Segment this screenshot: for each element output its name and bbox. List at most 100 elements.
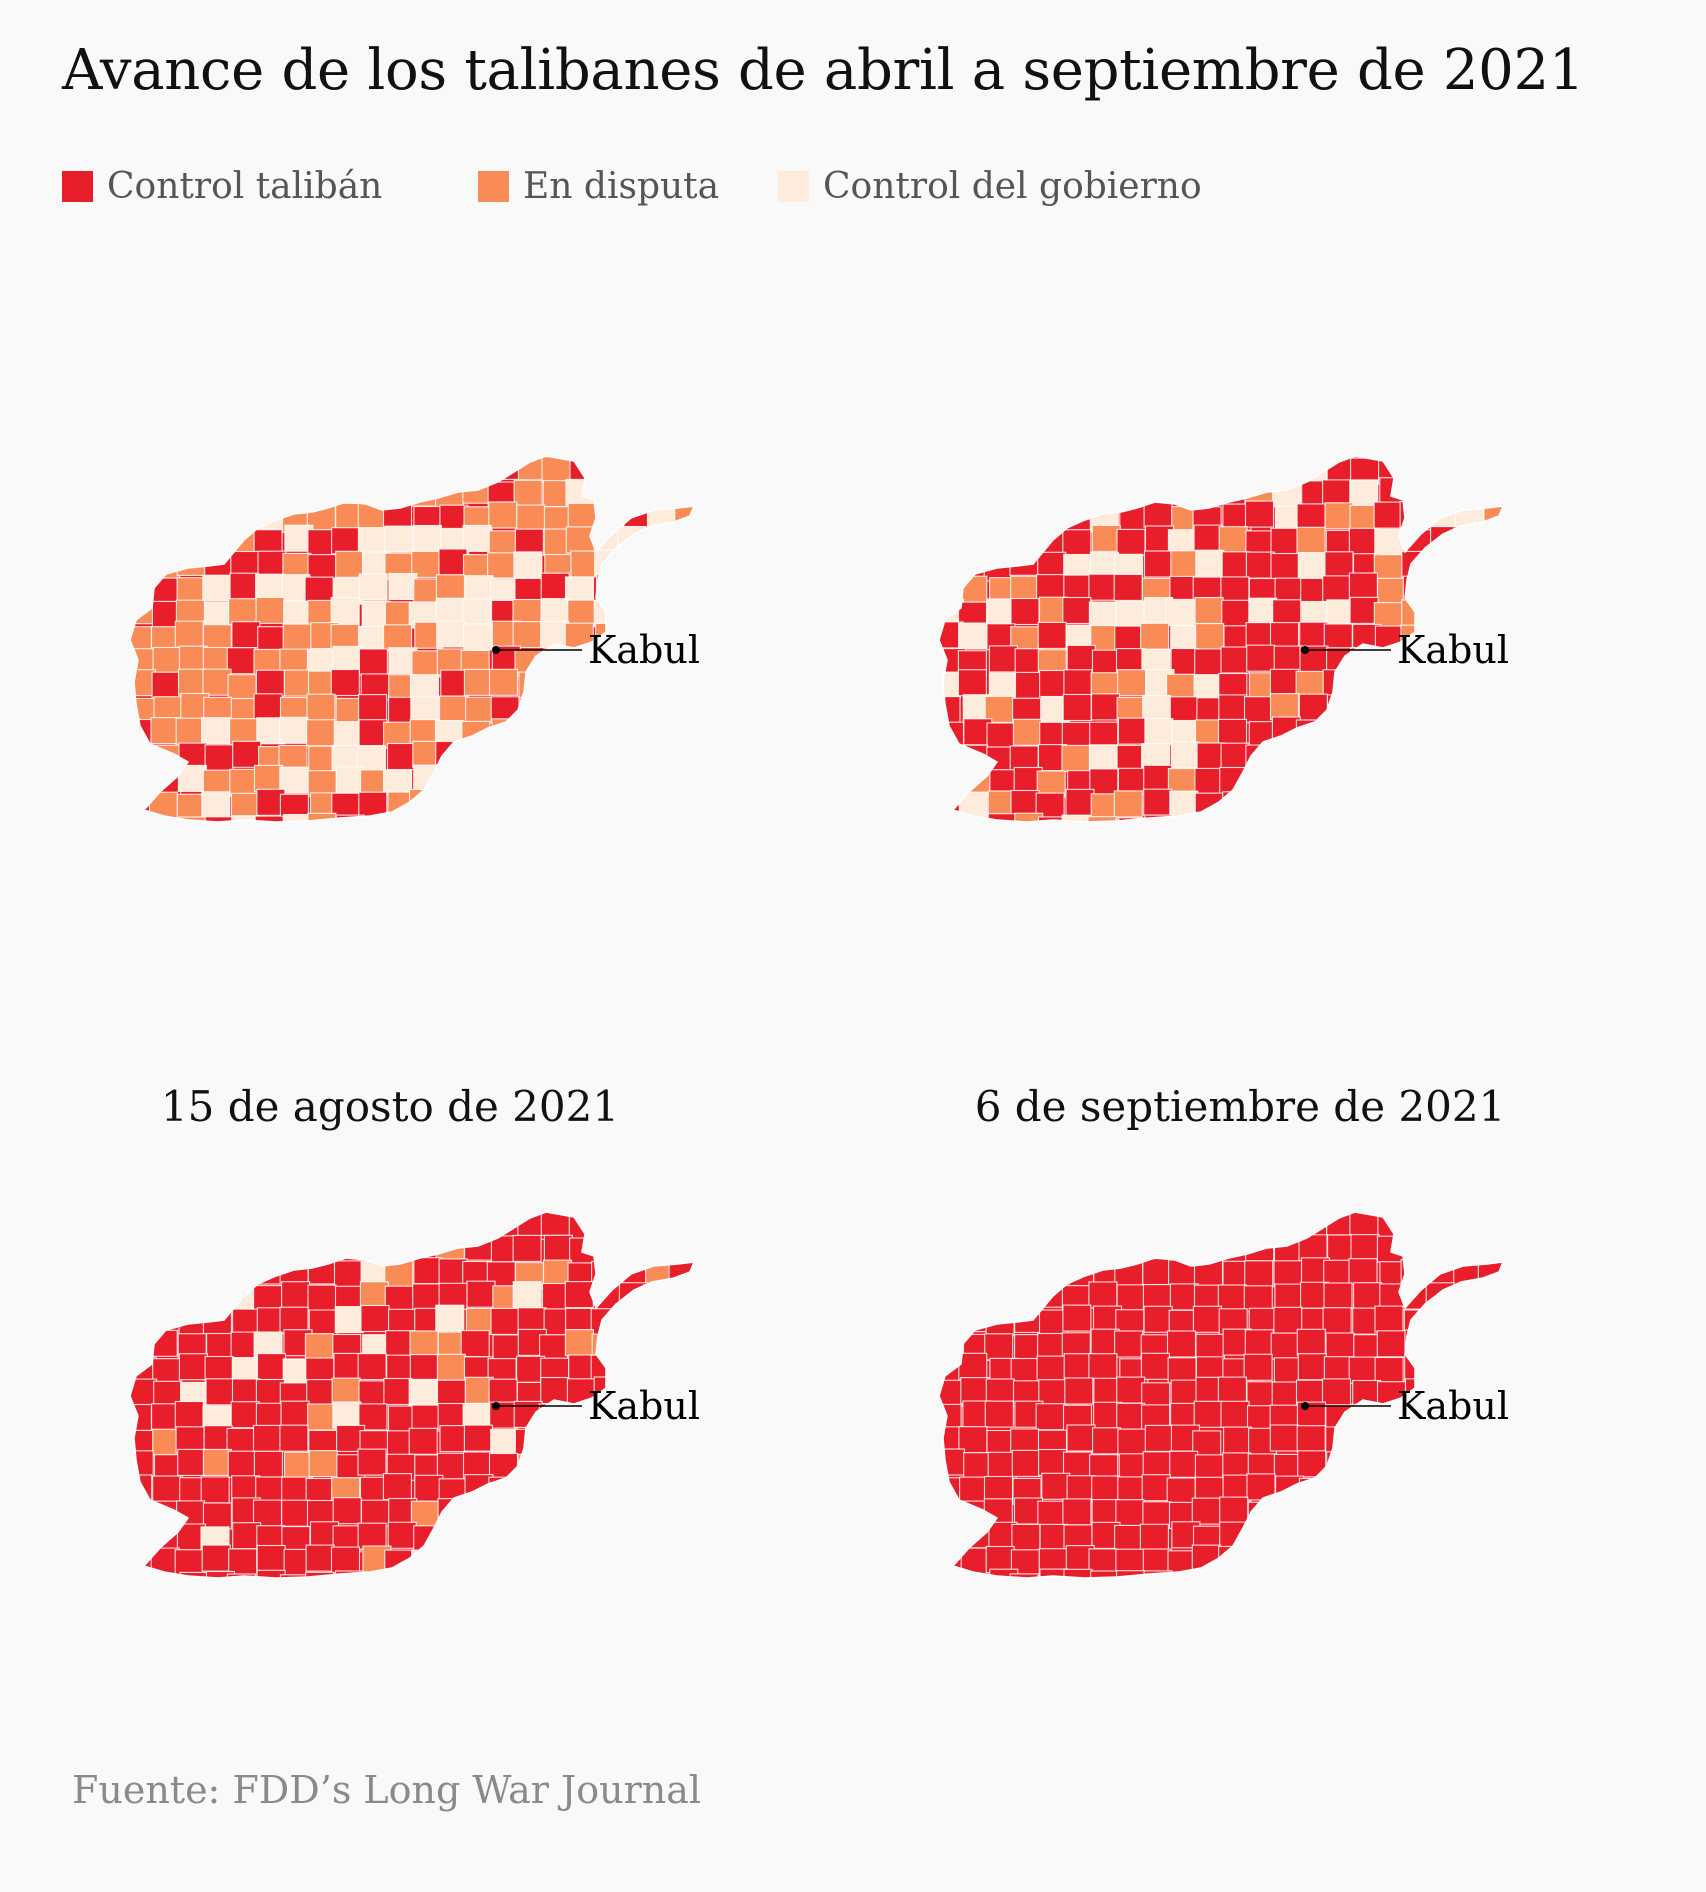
district [958, 1352, 988, 1380]
district [435, 1233, 465, 1261]
district [388, 572, 418, 601]
district [939, 671, 961, 699]
district [960, 1377, 990, 1405]
district [1142, 1232, 1172, 1260]
district [462, 598, 492, 626]
chart-title: Avance de los talibanes de abril a septi… [62, 38, 1585, 103]
district [1195, 1333, 1225, 1361]
district [385, 1330, 415, 1358]
district [1065, 788, 1095, 816]
district [1269, 668, 1299, 696]
district [360, 1499, 391, 1527]
district [410, 696, 440, 724]
district [1297, 1353, 1327, 1381]
district [1296, 503, 1326, 531]
district [488, 1476, 518, 1504]
district [1091, 1475, 1121, 1503]
district [227, 1450, 257, 1478]
district [1143, 550, 1174, 578]
district [174, 620, 204, 648]
district [488, 1378, 518, 1406]
district [1322, 1307, 1352, 1335]
district [204, 744, 234, 772]
district [1091, 524, 1121, 552]
district [963, 1452, 993, 1480]
district [1295, 670, 1325, 698]
district [408, 1427, 438, 1455]
district [174, 1400, 204, 1429]
district [1169, 696, 1199, 724]
district [1246, 1381, 1276, 1409]
district [306, 693, 336, 721]
district [1217, 1284, 1247, 1312]
district [175, 717, 205, 745]
district [590, 1308, 620, 1336]
district [1220, 576, 1250, 604]
district [565, 526, 595, 554]
district [304, 576, 334, 604]
district [1166, 1330, 1197, 1358]
district [179, 1571, 209, 1578]
district [384, 1549, 414, 1577]
district [307, 812, 337, 822]
district [593, 600, 623, 628]
district [1012, 718, 1042, 746]
district [1297, 1450, 1327, 1478]
country-border [938, 455, 1505, 823]
district [256, 1544, 286, 1573]
district [512, 1281, 542, 1309]
district [1321, 1378, 1352, 1406]
district [439, 1425, 469, 1453]
district [1114, 1524, 1144, 1552]
district [543, 1234, 573, 1262]
district [175, 1426, 205, 1454]
district [565, 478, 595, 506]
district [487, 552, 517, 580]
district [176, 793, 206, 821]
district [176, 548, 206, 576]
district [333, 1260, 364, 1288]
district [1243, 696, 1274, 724]
district [490, 1307, 520, 1335]
district [1245, 551, 1275, 579]
district [517, 1453, 547, 1481]
district [959, 1476, 989, 1504]
legend-swatch-taliban [62, 170, 93, 202]
district [1115, 600, 1145, 628]
district [1036, 1355, 1066, 1383]
district [1090, 693, 1121, 721]
district [358, 815, 388, 822]
kabul-label: Kabul [588, 628, 700, 672]
district [226, 1573, 256, 1578]
district [1115, 1499, 1145, 1527]
district [253, 764, 284, 792]
district [204, 1355, 234, 1384]
district [564, 576, 595, 604]
district [1113, 573, 1143, 601]
district [435, 740, 465, 769]
district [1348, 527, 1378, 555]
district [201, 791, 231, 819]
district [1144, 814, 1174, 822]
district [256, 1353, 287, 1381]
district [1116, 1376, 1146, 1404]
district [358, 719, 388, 747]
district [1041, 1472, 1071, 1500]
district [151, 553, 181, 581]
district [1165, 598, 1195, 626]
district [1325, 1426, 1355, 1454]
district [1353, 1282, 1383, 1310]
district [1117, 1476, 1147, 1504]
district [1401, 550, 1431, 578]
district [594, 549, 624, 577]
district [987, 813, 1017, 822]
district [1170, 625, 1200, 653]
district [383, 1377, 413, 1406]
district [984, 695, 1014, 723]
district [987, 1451, 1017, 1479]
district [1376, 1330, 1406, 1358]
district [1166, 1477, 1196, 1505]
district [130, 1450, 154, 1478]
district [227, 1281, 257, 1309]
panel-label-aug: 15 de agosto de 2021 [160, 1082, 620, 1131]
